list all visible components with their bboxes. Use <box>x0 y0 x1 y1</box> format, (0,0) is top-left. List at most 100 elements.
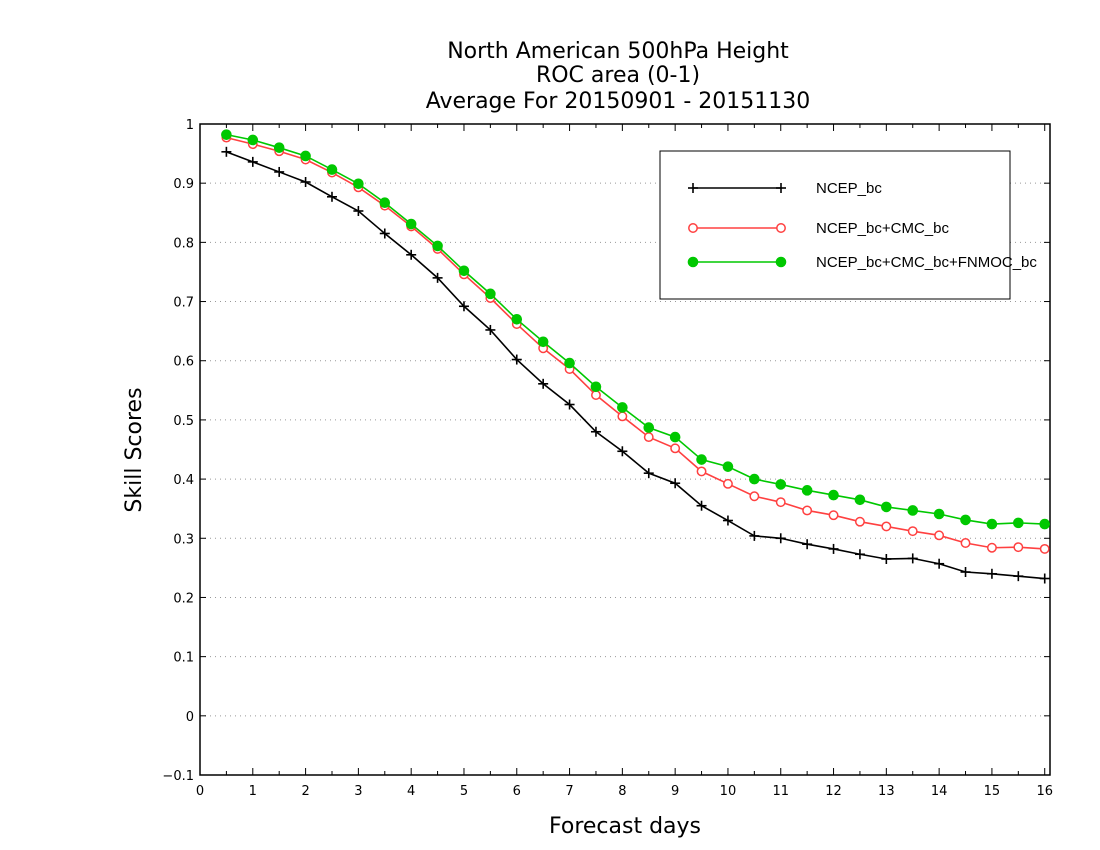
data-point-plus <box>221 146 232 157</box>
data-point-filled-circle <box>749 473 760 485</box>
data-point-plus <box>326 191 337 202</box>
y-axis: −0.1 0 0.1 0.2 0.3 0.4 0.5 0.6 0.7 0.8 0.9 1 <box>162 118 1050 784</box>
data-point-open-circle <box>881 521 892 532</box>
data-point-filled-circle <box>221 129 232 140</box>
data-point-plus <box>960 567 971 578</box>
x-tick-label: 10 <box>720 784 737 799</box>
data-point-plus <box>643 468 654 479</box>
legend: NCEP_bc NCEP_bc+CMC_bc NCEP_bc+CMC_bc+FNMO… <box>659 150 1037 300</box>
data-point-plus <box>670 478 681 489</box>
data-point-filled-circle <box>722 461 734 472</box>
title-line-3: Average For 20150901 - 20151130 <box>426 89 811 114</box>
data-point-open-circle <box>617 411 628 422</box>
y-tick-label: 0.4 <box>173 473 194 488</box>
data-point-filled-circle <box>458 265 470 277</box>
data-point-filled-circle <box>854 494 866 506</box>
y-tick-label: 1 <box>186 118 194 133</box>
data-point-plus <box>617 446 628 457</box>
x-tick-label: 8 <box>618 784 626 799</box>
data-point-open-circle <box>696 466 707 477</box>
data-point-open-circle <box>854 516 865 527</box>
x-tick-label: 1 <box>249 784 257 799</box>
data-point-open-circle <box>986 542 997 553</box>
data-point-plus <box>274 166 285 177</box>
data-point-filled-circle <box>590 381 602 393</box>
data-point-plus <box>688 183 698 193</box>
x-tick-label: 16 <box>1036 784 1053 799</box>
data-point-plus <box>458 301 469 312</box>
x-tick-label: 4 <box>407 784 415 799</box>
data-point-filled-circle <box>511 314 523 325</box>
legend-item-2: NCEP_bc+CMC_bc+FNMOC_bc <box>687 254 1037 271</box>
data-point-plus <box>776 183 786 193</box>
data-point-filled-circle <box>801 485 813 496</box>
data-point-open-circle <box>934 530 945 541</box>
data-point-filled-circle <box>1013 517 1024 529</box>
data-point-open-circle <box>591 390 601 401</box>
legend-label: NCEP_bc <box>816 180 882 197</box>
x-axis-label: Forecast days <box>549 814 701 839</box>
data-point-filled-circle <box>881 501 892 513</box>
data-point-plus <box>934 558 945 569</box>
x-tick-label: 12 <box>825 784 842 799</box>
data-point-plus <box>353 205 364 216</box>
y-tick-label: 0.5 <box>173 414 194 429</box>
data-point-plus <box>907 553 918 564</box>
data-point-plus <box>986 568 997 579</box>
x-tick-label: 7 <box>565 784 573 799</box>
data-point-plus <box>432 272 443 283</box>
data-point-plus <box>247 156 258 167</box>
data-point-plus <box>1013 571 1024 582</box>
plot-frame <box>199 123 1051 776</box>
y-tick-label: −0.1 <box>162 769 194 784</box>
legend-label: NCEP_bc+CMC_bc+FNMOC_bc <box>816 254 1037 271</box>
data-point-filled-circle <box>405 218 417 230</box>
data-point-plus <box>406 249 417 260</box>
x-tick-label: 14 <box>931 784 948 799</box>
data-point-plus <box>722 515 733 526</box>
data-point-filled-circle <box>669 431 681 443</box>
x-tick-label: 13 <box>878 784 895 799</box>
data-point-plus <box>300 176 311 187</box>
legend-box <box>659 150 1011 300</box>
data-point-open-circle <box>775 497 786 508</box>
series-2 <box>221 129 1051 530</box>
data-point-open-circle <box>802 505 813 516</box>
title-line-1: North American 500hPa Height <box>447 39 789 64</box>
data-point-filled-circle <box>696 454 707 465</box>
y-axis-label: Skill Scores <box>122 387 147 512</box>
data-point-plus <box>775 533 786 544</box>
data-point-filled-circle <box>986 518 998 530</box>
data-point-open-circle <box>688 223 698 233</box>
x-tick-label: 11 <box>772 784 789 799</box>
data-point-open-circle <box>670 443 681 454</box>
data-point-filled-circle <box>1039 518 1051 530</box>
data-point-filled-circle <box>326 164 338 175</box>
data-point-plus <box>1039 573 1050 584</box>
data-point-open-circle <box>723 478 733 489</box>
data-point-filled-circle <box>617 402 628 413</box>
data-point-plus <box>379 228 390 239</box>
data-point-plus <box>802 539 813 550</box>
x-tick-label: 6 <box>513 784 521 799</box>
data-point-plus <box>696 500 707 511</box>
data-point-plus <box>538 378 549 389</box>
legend-item-1: NCEP_bc+CMC_bc <box>688 220 949 237</box>
data-point-filled-circle <box>379 197 391 209</box>
data-point-plus <box>828 543 839 554</box>
x-tick-label: 5 <box>460 784 468 799</box>
data-point-filled-circle <box>828 489 839 501</box>
data-point-open-circle <box>960 538 971 548</box>
chart-title: North American 500hPa Height ROC area (0… <box>426 39 811 114</box>
data-point-open-circle <box>1039 543 1050 554</box>
x-tick-label: 9 <box>671 784 679 799</box>
series-0 <box>221 146 1050 584</box>
data-point-filled-circle <box>353 178 364 190</box>
data-point-plus <box>511 354 522 365</box>
data-point-open-circle <box>643 432 654 443</box>
data-point-filled-circle <box>775 479 787 490</box>
series-group <box>221 129 1051 584</box>
data-point-filled-circle <box>432 240 443 252</box>
y-tick-label: 0.8 <box>173 236 194 251</box>
data-point-open-circle <box>1013 542 1024 553</box>
